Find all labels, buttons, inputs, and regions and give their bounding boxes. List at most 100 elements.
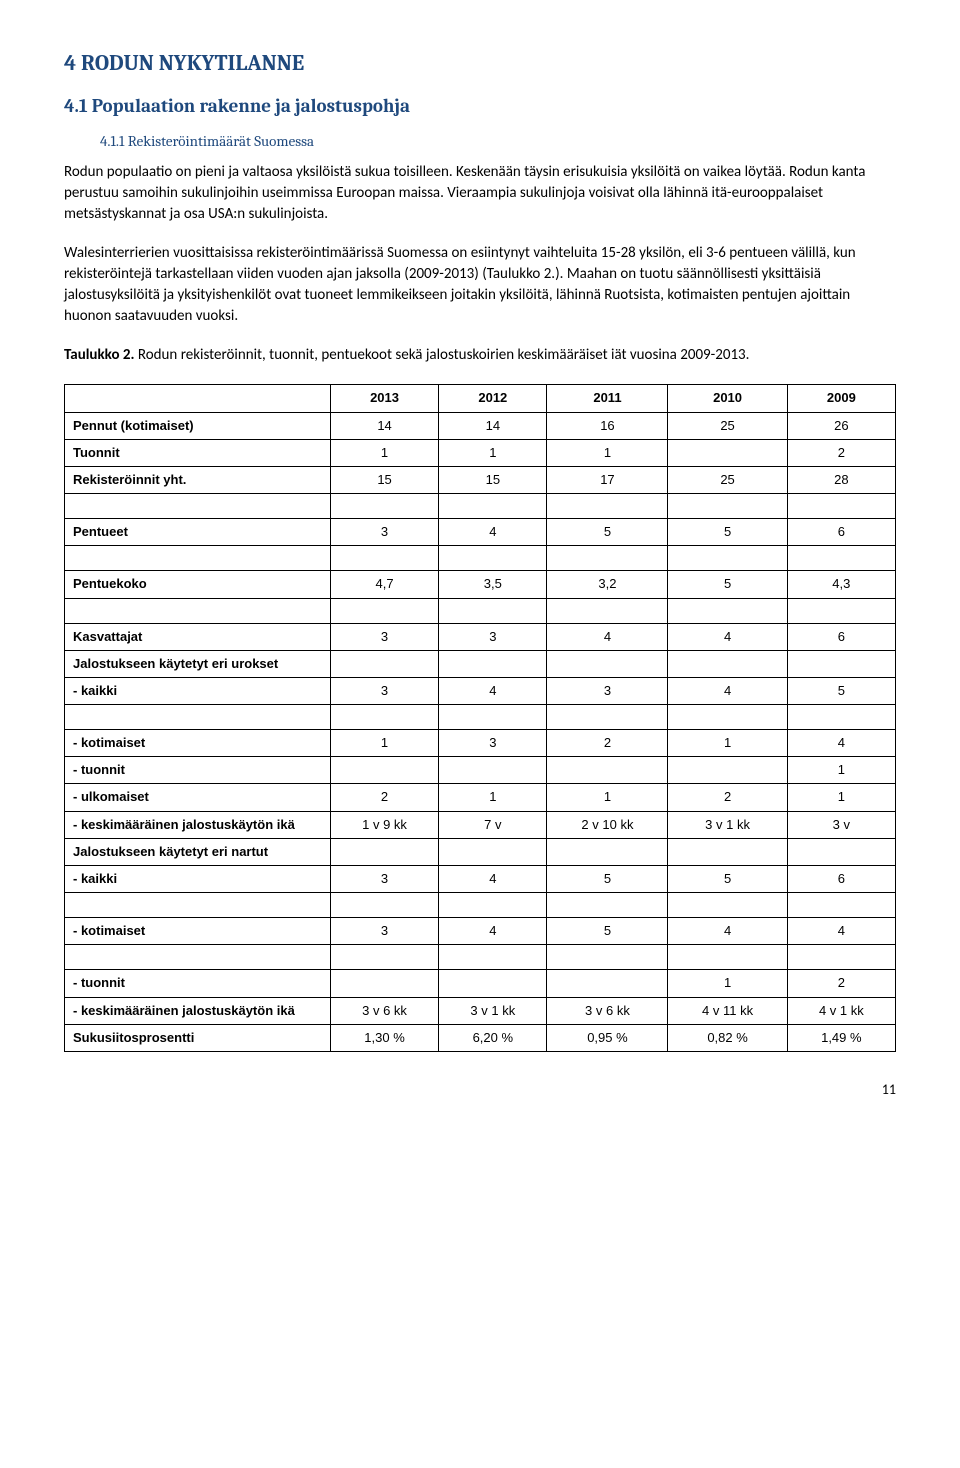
row-cell: 4 xyxy=(547,623,668,650)
row-cell: 1 xyxy=(330,439,438,466)
row-label: Tuonnit xyxy=(65,439,331,466)
col-year: 2010 xyxy=(668,385,787,412)
heading-2: 4.1 Populaation rakenne ja jalostuspohja xyxy=(64,93,896,120)
row-cell: 3 xyxy=(330,866,438,893)
row-cell xyxy=(547,650,668,677)
table-row: Kasvattajat33446 xyxy=(65,623,896,650)
row-cell: 16 xyxy=(547,412,668,439)
row-cell: 25 xyxy=(668,412,787,439)
table-row: - kotimaiset13214 xyxy=(65,730,896,757)
spacer-cell xyxy=(547,494,668,519)
row-cell: 0,95 % xyxy=(547,1024,668,1051)
table-spacer-row xyxy=(65,945,896,970)
table-row: Pennut (kotimaiset)1414162526 xyxy=(65,412,896,439)
row-cell: 4 xyxy=(439,866,547,893)
row-label: - kotimaiset xyxy=(65,918,331,945)
row-label: Kasvattajat xyxy=(65,623,331,650)
spacer-cell xyxy=(668,598,787,623)
spacer-cell xyxy=(547,705,668,730)
row-cell: 3 xyxy=(439,623,547,650)
caption-text: Rodun rekisteröinnit, tuonnit, pentuekoo… xyxy=(135,346,750,364)
row-cell: 4 xyxy=(787,918,895,945)
row-cell: 15 xyxy=(439,466,547,493)
table-spacer-row xyxy=(65,598,896,623)
row-label: - kotimaiset xyxy=(65,730,331,757)
table-body: Pennut (kotimaiset)1414162526Tuonnit1112… xyxy=(65,412,896,1051)
row-label: Jalostukseen käytetyt eri nartut xyxy=(65,838,331,865)
spacer-cell xyxy=(668,705,787,730)
row-label: - tuonnit xyxy=(65,970,331,997)
row-cell: 3 v xyxy=(787,811,895,838)
table-row: - keskimääräinen jalostuskäytön ikä1 v 9… xyxy=(65,811,896,838)
row-cell: 1 xyxy=(787,784,895,811)
row-cell: 2 xyxy=(668,784,787,811)
row-cell: 3 v 6 kk xyxy=(547,997,668,1024)
heading-1: 4 RODUN NYKYTILANNE xyxy=(64,48,896,79)
table-row: - tuonnit1 xyxy=(65,757,896,784)
row-cell: 4 xyxy=(787,730,895,757)
row-cell xyxy=(668,838,787,865)
table-row: - kotimaiset34544 xyxy=(65,918,896,945)
row-cell: 3,2 xyxy=(547,571,668,598)
spacer-cell xyxy=(330,494,438,519)
row-cell: 3,5 xyxy=(439,571,547,598)
row-cell xyxy=(330,650,438,677)
table-row: Jalostukseen käytetyt eri nartut xyxy=(65,838,896,865)
row-cell: 2 xyxy=(547,730,668,757)
row-cell: 3 v 1 kk xyxy=(668,811,787,838)
caption-label: Taulukko 2. xyxy=(64,346,135,364)
row-label: - kaikki xyxy=(65,677,331,704)
row-cell: 4 xyxy=(668,918,787,945)
spacer-cell xyxy=(439,598,547,623)
table-row: Tuonnit1112 xyxy=(65,439,896,466)
spacer-cell xyxy=(65,945,331,970)
row-cell: 6 xyxy=(787,623,895,650)
row-cell xyxy=(547,838,668,865)
row-cell xyxy=(439,650,547,677)
row-cell: 4 v 11 kk xyxy=(668,997,787,1024)
row-cell xyxy=(787,650,895,677)
table-row: - kaikki34345 xyxy=(65,677,896,704)
row-cell: 6 xyxy=(787,519,895,546)
row-cell xyxy=(668,757,787,784)
spacer-cell xyxy=(547,598,668,623)
table-header-row: 20132012201120102009 xyxy=(65,385,896,412)
row-cell: 6 xyxy=(787,866,895,893)
row-label: Jalostukseen käytetyt eri urokset xyxy=(65,650,331,677)
row-cell: 5 xyxy=(668,519,787,546)
row-cell: 4 v 1 kk xyxy=(787,997,895,1024)
spacer-cell xyxy=(547,893,668,918)
spacer-cell xyxy=(547,945,668,970)
row-label: Rekisteröinnit yht. xyxy=(65,466,331,493)
row-cell xyxy=(439,970,547,997)
row-cell: 15 xyxy=(330,466,438,493)
row-label: Pentueet xyxy=(65,519,331,546)
row-cell: 3 v 6 kk xyxy=(330,997,438,1024)
row-label: - ulkomaiset xyxy=(65,784,331,811)
row-cell: 4 xyxy=(439,519,547,546)
paragraph-1: Rodun populaatio on pieni ja valtaosa yk… xyxy=(64,162,896,225)
spacer-cell xyxy=(787,598,895,623)
row-cell: 2 xyxy=(330,784,438,811)
spacer-cell xyxy=(330,598,438,623)
spacer-cell xyxy=(439,945,547,970)
row-cell xyxy=(330,970,438,997)
row-label: Sukusiitosprosentti xyxy=(65,1024,331,1051)
row-cell: 7 v xyxy=(439,811,547,838)
row-cell: 5 xyxy=(547,519,668,546)
spacer-cell xyxy=(330,893,438,918)
row-cell: 4 xyxy=(668,677,787,704)
table-row: Pentuekoko4,73,53,254,3 xyxy=(65,571,896,598)
spacer-cell xyxy=(330,945,438,970)
spacer-cell xyxy=(439,705,547,730)
row-cell xyxy=(330,838,438,865)
row-label: - keskimääräinen jalostuskäytön ikä xyxy=(65,811,331,838)
row-cell: 4,3 xyxy=(787,571,895,598)
row-cell: 4 xyxy=(668,623,787,650)
row-cell xyxy=(668,650,787,677)
col-year: 2011 xyxy=(547,385,668,412)
row-cell: 3 xyxy=(330,519,438,546)
row-cell: 5 xyxy=(668,571,787,598)
spacer-cell xyxy=(787,945,895,970)
spacer-cell xyxy=(439,494,547,519)
